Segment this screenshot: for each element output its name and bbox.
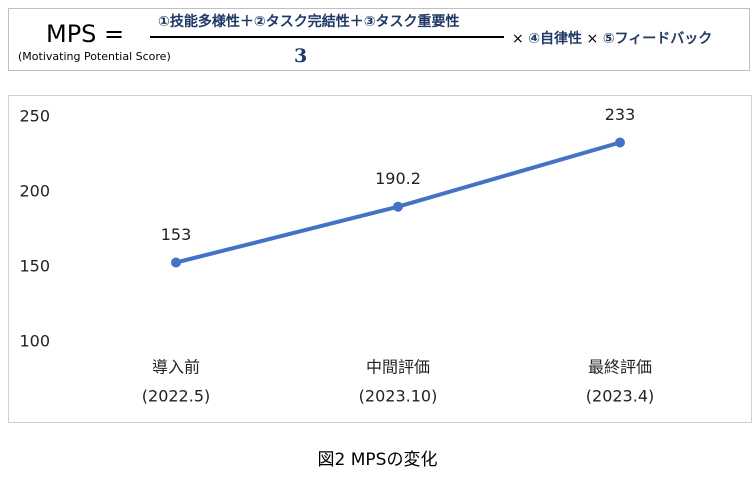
y-tick-label: 250: [19, 107, 50, 126]
point: [393, 201, 403, 212]
fraction-bar: [150, 36, 504, 38]
factor: ④自律性: [528, 31, 583, 47]
chart: 100 150 200 250 導入前 (2022.5) 中間評価 (2023.10) 最終評価…: [8, 95, 752, 423]
chart-frame: [8, 95, 752, 423]
formula-numerator: ①技能多様性＋②タスク完結性＋③タスク重要性: [158, 14, 460, 30]
point: [615, 137, 625, 148]
factor: ⑤フィードバック: [602, 31, 713, 47]
y-tick-label: 100: [19, 332, 50, 351]
data-label: 233: [605, 105, 636, 124]
formula-note: (Motivating Potential Score): [18, 50, 171, 63]
x-tick-label: 導入前: [152, 358, 200, 377]
formula-box: [8, 8, 750, 71]
x-tick-label: (2023.10): [359, 387, 438, 406]
point: [171, 257, 181, 268]
data-label: 190.2: [375, 169, 421, 188]
formula-factors: × ④自律性 × ⑤フィードバック: [512, 28, 712, 48]
formula-lhs: MPS =: [46, 20, 125, 48]
x-tick-label: 中間評価: [366, 358, 430, 377]
formula-denominator: 3: [294, 45, 308, 67]
y-tick-label: 200: [19, 182, 50, 201]
data-label: 153: [161, 225, 192, 244]
times: ×: [586, 31, 599, 47]
y-tick-label: 150: [19, 257, 50, 276]
times: ×: [512, 31, 524, 47]
caption: 図2 MPSの変化: [317, 450, 438, 470]
x-tick-label: (2022.5): [142, 387, 210, 406]
x-tick-label: (2023.4): [586, 387, 654, 406]
x-tick-label: 最終評価: [588, 358, 652, 377]
